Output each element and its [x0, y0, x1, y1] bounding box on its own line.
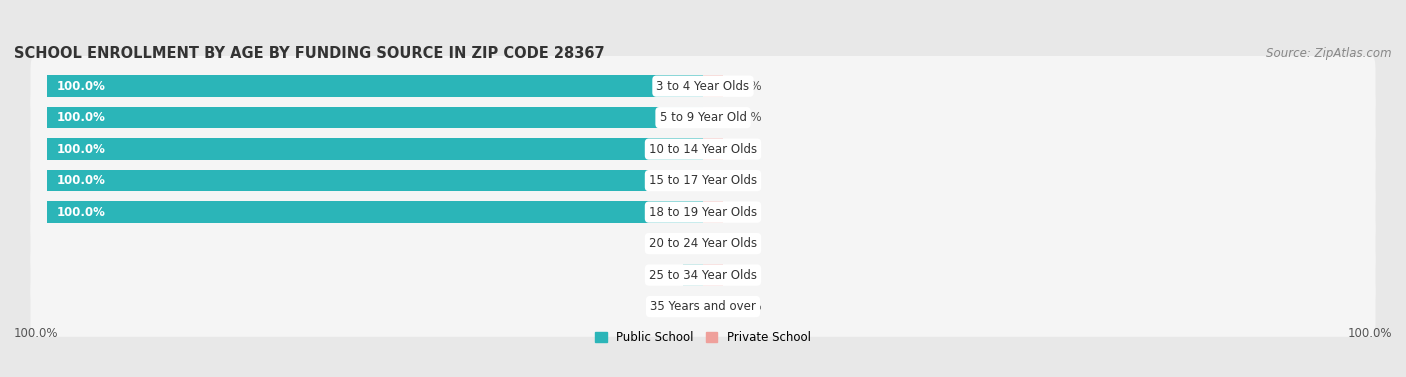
- Text: 18 to 19 Year Olds: 18 to 19 Year Olds: [650, 205, 756, 219]
- Text: 0.0%: 0.0%: [651, 300, 681, 313]
- Bar: [703, 296, 723, 317]
- Text: 35 Years and over: 35 Years and over: [650, 300, 756, 313]
- Text: 0.0%: 0.0%: [651, 268, 681, 282]
- Text: 0.0%: 0.0%: [651, 237, 681, 250]
- Text: 0.0%: 0.0%: [733, 300, 762, 313]
- Text: 100.0%: 100.0%: [1347, 327, 1392, 340]
- Bar: [46, 170, 703, 192]
- Bar: [703, 264, 723, 286]
- Text: 20 to 24 Year Olds: 20 to 24 Year Olds: [650, 237, 756, 250]
- Text: 15 to 17 Year Olds: 15 to 17 Year Olds: [650, 174, 756, 187]
- Text: 3 to 4 Year Olds: 3 to 4 Year Olds: [657, 80, 749, 93]
- Text: 25 to 34 Year Olds: 25 to 34 Year Olds: [650, 268, 756, 282]
- Text: 100.0%: 100.0%: [14, 327, 59, 340]
- Text: SCHOOL ENROLLMENT BY AGE BY FUNDING SOURCE IN ZIP CODE 28367: SCHOOL ENROLLMENT BY AGE BY FUNDING SOUR…: [14, 46, 605, 61]
- Text: 0.0%: 0.0%: [733, 111, 762, 124]
- FancyBboxPatch shape: [31, 56, 1375, 116]
- Text: 100.0%: 100.0%: [56, 174, 105, 187]
- Bar: [703, 233, 723, 254]
- Text: 0.0%: 0.0%: [733, 143, 762, 156]
- Text: 100.0%: 100.0%: [56, 143, 105, 156]
- FancyBboxPatch shape: [31, 182, 1375, 242]
- Bar: [703, 75, 723, 97]
- Text: 100.0%: 100.0%: [56, 80, 105, 93]
- Text: 0.0%: 0.0%: [733, 237, 762, 250]
- Text: 0.0%: 0.0%: [733, 80, 762, 93]
- Bar: [46, 107, 703, 128]
- Text: 100.0%: 100.0%: [56, 111, 105, 124]
- Bar: [46, 201, 703, 223]
- Legend: Public School, Private School: Public School, Private School: [591, 326, 815, 349]
- Text: 0.0%: 0.0%: [733, 268, 762, 282]
- Bar: [703, 107, 723, 128]
- Text: 5 to 9 Year Old: 5 to 9 Year Old: [659, 111, 747, 124]
- FancyBboxPatch shape: [31, 276, 1375, 337]
- Bar: [683, 233, 703, 254]
- FancyBboxPatch shape: [31, 150, 1375, 211]
- FancyBboxPatch shape: [31, 87, 1375, 148]
- FancyBboxPatch shape: [31, 245, 1375, 305]
- Bar: [46, 75, 703, 97]
- FancyBboxPatch shape: [31, 213, 1375, 274]
- Text: 10 to 14 Year Olds: 10 to 14 Year Olds: [650, 143, 756, 156]
- Bar: [703, 170, 723, 192]
- Bar: [703, 138, 723, 160]
- Bar: [46, 138, 703, 160]
- FancyBboxPatch shape: [31, 119, 1375, 179]
- Text: 0.0%: 0.0%: [733, 205, 762, 219]
- Bar: [683, 264, 703, 286]
- Text: Source: ZipAtlas.com: Source: ZipAtlas.com: [1267, 47, 1392, 60]
- Text: 0.0%: 0.0%: [733, 174, 762, 187]
- Bar: [683, 296, 703, 317]
- Text: 100.0%: 100.0%: [56, 205, 105, 219]
- Bar: [703, 201, 723, 223]
